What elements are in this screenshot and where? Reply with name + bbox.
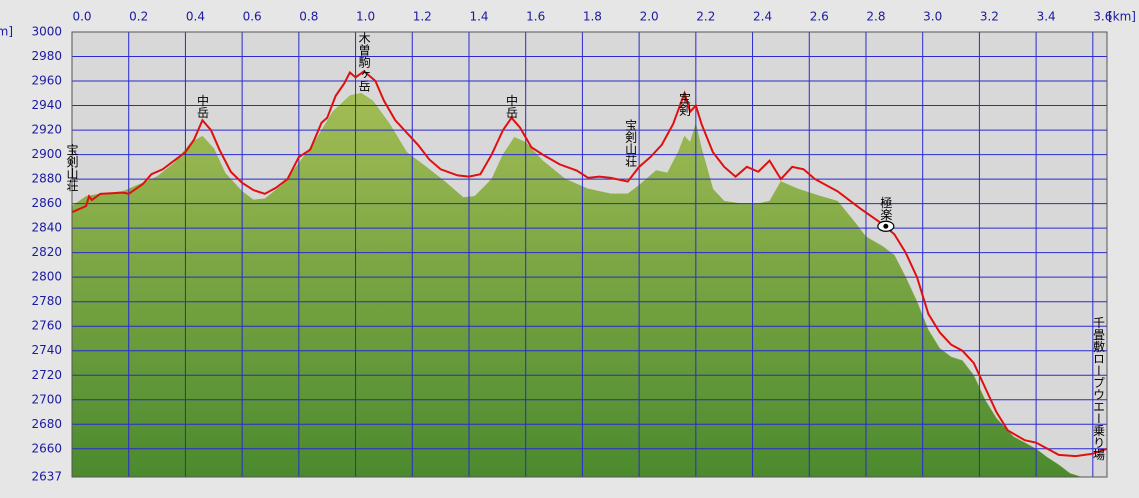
x-tick-label: 0.4: [186, 10, 205, 24]
y-tick-label: 2720: [31, 368, 62, 382]
annotation: 宝剣山荘: [65, 143, 79, 192]
annotation: 中岳: [505, 93, 519, 118]
y-tick-label: 2940: [31, 98, 62, 112]
x-tick-label: 3.6: [1093, 10, 1112, 24]
y-tick-label: 2780: [31, 294, 62, 308]
annotation: 極楽: [879, 195, 893, 220]
annotation: 中岳: [195, 93, 209, 118]
y-tick-label: 2820: [31, 245, 62, 259]
x-tick-label: 0.8: [299, 10, 318, 24]
viewpoint-icon: [883, 223, 889, 229]
x-tick-label: 0.6: [243, 10, 262, 24]
x-tick-label: 0.0: [72, 10, 91, 24]
x-tick-label: 1.4: [469, 10, 488, 24]
x-tick-label: 2.2: [696, 10, 715, 24]
plot-border: [71, 31, 1108, 478]
y-tick-label: 2760: [31, 319, 62, 333]
y-tick-label: 2840: [31, 221, 62, 235]
y-tick-label: 2660: [31, 441, 62, 455]
y-tick-label: 2920: [31, 123, 62, 137]
y-tick-label: 2740: [31, 343, 62, 357]
x-tick-label: 2.4: [753, 10, 772, 24]
annotation: 木曽駒ヶ岳: [357, 32, 371, 92]
x-tick-label: 2.0: [640, 10, 659, 24]
y-tick-label: 2980: [31, 49, 62, 63]
x-tick-label: 2.8: [866, 10, 885, 24]
y-axis-label: [m]: [0, 25, 13, 39]
x-tick-label: 1.8: [583, 10, 602, 24]
x-tick-label: 1.6: [526, 10, 545, 24]
x-tick-label: 0.2: [129, 10, 148, 24]
y-tick-label: 2800: [31, 270, 62, 284]
y-tick-label: 2637: [31, 470, 62, 484]
x-tick-label: 1.2: [413, 10, 432, 24]
track-line: [71, 69, 1108, 458]
x-tick-label: 3.4: [1037, 10, 1056, 24]
annotation: 宝剣山荘: [624, 119, 638, 168]
y-tick-label: 2960: [31, 74, 62, 88]
annotation: 千畳敷ロープウエー乗り場: [1091, 316, 1105, 461]
y-tick-label: 3000: [31, 25, 62, 39]
y-tick-label: 2860: [31, 196, 62, 210]
y-tick-label: 2900: [31, 147, 62, 161]
y-tick-label: 2680: [31, 417, 62, 431]
y-tick-label: 2880: [31, 172, 62, 186]
x-axis-label: [km]: [1108, 10, 1136, 24]
x-tick-label: 2.6: [810, 10, 829, 24]
x-tick-label: 1.0: [356, 10, 375, 24]
x-tick-label: 3.2: [980, 10, 999, 24]
x-tick-label: 3.0: [923, 10, 942, 24]
y-tick-label: 2700: [31, 392, 62, 406]
annotation: 宝剣: [677, 92, 691, 116]
